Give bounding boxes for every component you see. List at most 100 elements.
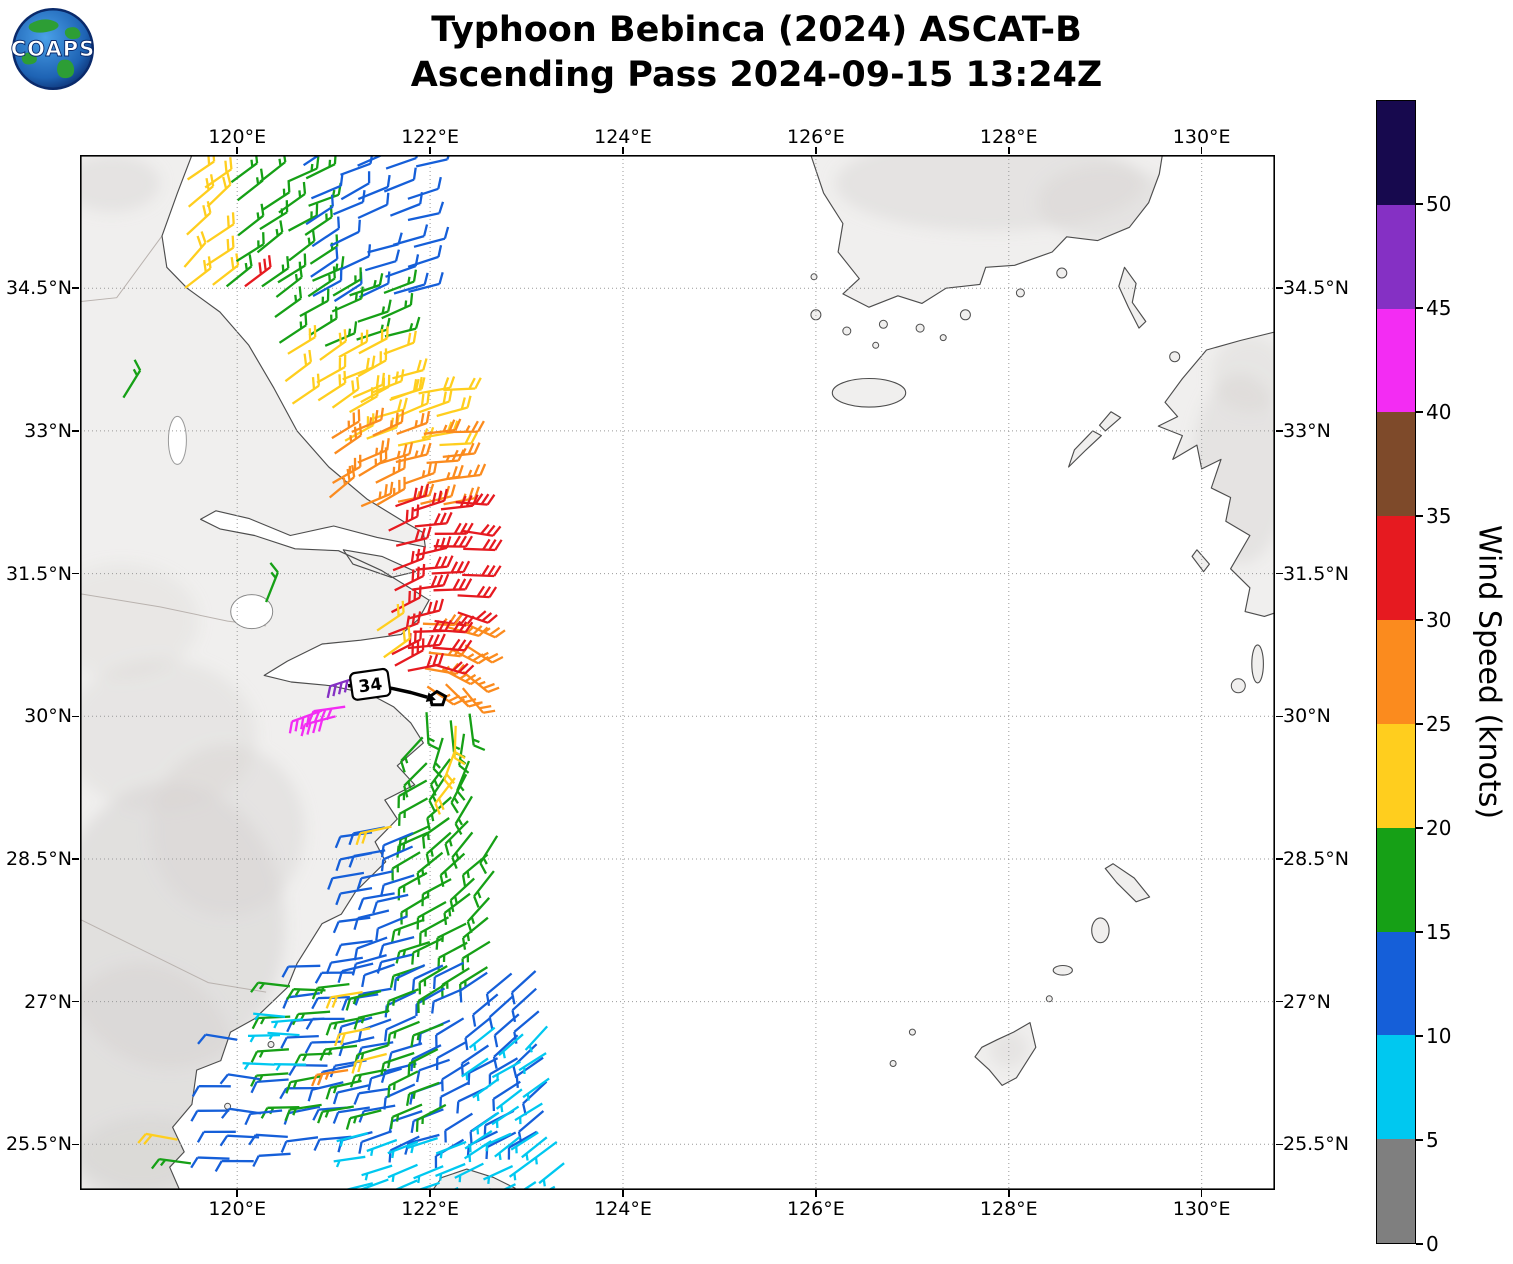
wind-barb [319,1044,358,1061]
lat-tick-label-left: 30°N [24,705,72,728]
island [1230,678,1246,694]
wind-barb [313,1135,352,1151]
logo-text: COAPS [11,37,95,61]
lon-tickmark [815,147,817,154]
gridlines [80,155,1275,1190]
wind-barb [291,373,321,405]
wind-barb [366,1138,398,1156]
lat-tickmark [72,858,79,860]
wind-barb [357,892,395,911]
wind-barb [435,922,467,950]
wind-barb [467,1057,499,1085]
logo-continent [57,59,75,79]
wind-barb [305,194,334,226]
wind-barb [383,1015,417,1042]
wind-barb [372,397,408,420]
plot-frame [80,155,1276,1191]
wind-barb [278,313,308,344]
wind-barb [390,585,422,614]
wind-barb [274,286,303,319]
wind-barb [307,1081,344,1102]
wind-barb [331,409,361,440]
lon-tick-label-top: 122°E [401,126,459,148]
wind-barb [455,493,496,506]
wind-barb [461,1057,489,1081]
wind-barb [383,269,418,294]
wind-barb [415,555,454,571]
colorbar-tick-label: 15 [1426,920,1452,944]
wind-barb [415,1058,450,1083]
wind-barb [395,526,432,547]
wind-barb [391,851,421,881]
wind-barb [416,851,444,885]
wind-barb [444,820,469,856]
wind-barb [435,1162,466,1181]
wind-barb [325,990,363,1009]
lon-tickmark [429,147,431,154]
wind-barb [433,620,474,634]
lon-tickmark [236,1190,238,1197]
wind-barb [361,1164,393,1181]
wind-barb [413,226,450,248]
colorbar-tick-label: 25 [1426,712,1452,736]
lon-tick-label-bottom: 124°E [594,1198,652,1220]
landmass [1068,430,1102,467]
island [878,319,888,329]
wind-barb [191,1084,231,1097]
colorbar-tick-label: 5 [1426,1128,1439,1152]
wind-barb [522,1077,550,1101]
wind-barb [396,831,429,858]
lat-tickmark [72,430,79,432]
colorbar-tickmark [1416,203,1423,205]
wind-barb [411,573,450,591]
wind-barb [332,267,362,297]
wind-barb [312,256,345,282]
wind-barb [441,1061,470,1092]
wind-barb [422,613,463,627]
wind-barb [345,989,382,1011]
coaps-logo-globe: COAPS [10,8,95,90]
wind-barb [275,265,303,298]
colorbar-tick-label: 20 [1426,816,1452,840]
lon-tickmark [815,1190,817,1197]
wind-barb [288,228,316,262]
lat-tick-label-left: 28.5°N [5,847,72,870]
wind-barb [335,886,373,906]
lat-tick-label-left: 34.5°N [5,277,72,300]
wind-barb [288,709,323,734]
colorbar-tick-label: 30 [1426,608,1452,632]
wind-barb [426,685,465,706]
colorbar-segment [1377,308,1415,413]
island [842,326,852,336]
lat-tickmark [1276,430,1283,432]
wind-barb [413,488,448,512]
wind-barb [405,1081,440,1106]
wind-barb [411,964,444,992]
lon-tick-label-bottom: 126°E [787,1198,845,1220]
wind-barb [329,219,361,247]
wind-barb [383,167,417,193]
wind-barb [357,348,388,378]
wind-barb [333,1155,366,1168]
wind-barb [448,463,487,481]
wind-barb [385,146,420,170]
title-line1: Typhoon Bebinca (2024) ASCAT-B [431,10,1082,50]
wind-barb [462,670,500,694]
wind-barb [471,1111,500,1135]
wind-barb [378,442,414,465]
wind-barb [393,272,429,295]
wind-barb [492,1080,521,1112]
wind-barb [357,192,390,220]
wind-barb [426,796,453,831]
colorbar-tick-label: 0 [1426,1232,1439,1256]
wind-barb [375,456,407,484]
island [1091,917,1110,944]
wind-barb [432,638,473,652]
colorbar-segment [1377,931,1415,1036]
wind-barb [464,1130,493,1153]
wind-barb [443,377,482,392]
lat-tickmark [72,1000,79,1003]
logo-continent [21,52,37,65]
wind-barb [360,481,394,508]
colorbar-tickmark [1416,1035,1423,1037]
